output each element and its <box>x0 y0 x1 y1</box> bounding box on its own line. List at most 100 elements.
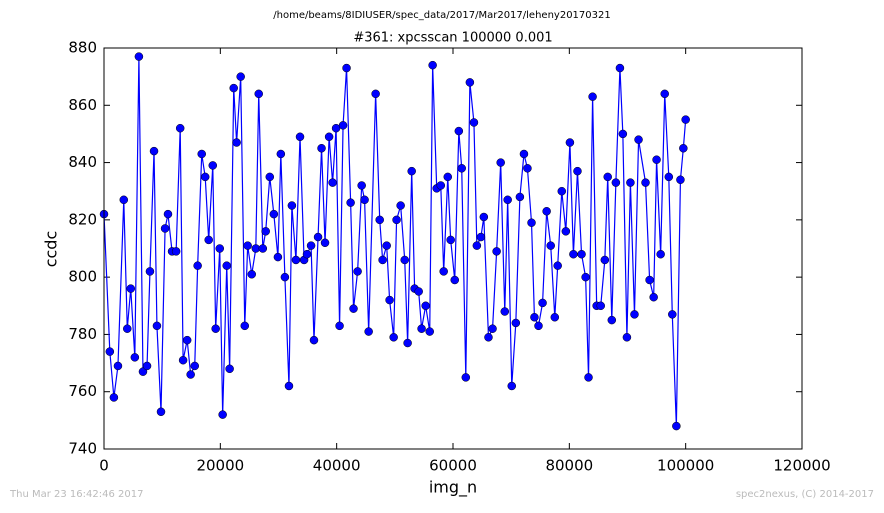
data-point <box>676 175 685 185</box>
x-tick-label: 80000 <box>545 457 593 475</box>
data-point <box>538 298 547 308</box>
data-point <box>476 232 486 242</box>
data-point <box>645 275 654 285</box>
x-tick-label: 20000 <box>196 457 244 475</box>
data-point <box>492 247 501 256</box>
data-point <box>338 121 348 130</box>
data-point <box>349 304 358 313</box>
data-point <box>276 149 286 159</box>
data-point <box>211 324 220 333</box>
data-point <box>618 129 628 139</box>
data-point <box>302 249 312 259</box>
data-point <box>335 321 344 331</box>
data-point <box>138 367 148 376</box>
data-point <box>389 333 398 342</box>
data-point <box>269 209 279 219</box>
data-point <box>446 235 455 245</box>
data-point <box>163 209 173 219</box>
footer-left: Thu Mar 23 16:42:46 2017 <box>9 489 143 500</box>
data-point <box>280 272 290 282</box>
data-point <box>215 244 225 253</box>
data-point <box>204 235 213 245</box>
data-point <box>664 172 674 182</box>
data-point <box>672 421 681 431</box>
data-point <box>534 321 543 331</box>
data-point <box>530 312 539 322</box>
x-axis-label: img_n <box>429 478 477 498</box>
data-point <box>232 138 241 147</box>
data-point <box>182 335 192 345</box>
data-point <box>469 118 479 127</box>
data-point <box>656 249 665 259</box>
data-point <box>527 218 536 227</box>
data-point <box>142 361 152 371</box>
data-point <box>414 287 423 296</box>
y-tick-label: 860 <box>68 96 97 114</box>
data-point <box>488 324 497 333</box>
data-point <box>225 364 234 374</box>
data-point <box>371 89 380 99</box>
data-point <box>479 212 489 222</box>
data-point <box>668 310 677 319</box>
data-point <box>186 370 195 379</box>
data-point <box>652 155 661 164</box>
y-tick-label: 880 <box>68 39 97 57</box>
data-point <box>342 63 351 73</box>
x-tick-label: 40000 <box>313 457 361 475</box>
data-point <box>156 407 166 417</box>
data-point <box>126 284 136 293</box>
data-point <box>328 178 337 187</box>
data-point <box>123 324 132 333</box>
data-point <box>375 215 384 225</box>
data-point <box>569 249 578 259</box>
footer-right: spec2nexus, (C) 2014-2017 <box>736 489 874 500</box>
data-point <box>450 275 459 285</box>
data-point <box>439 267 448 276</box>
data-point <box>243 241 252 250</box>
data-point <box>511 318 521 328</box>
data-point <box>105 347 115 356</box>
data-point <box>553 261 562 270</box>
y-tick-label: 840 <box>68 153 97 171</box>
data-point <box>550 312 560 322</box>
data-point <box>679 144 688 153</box>
y-tick-label: 760 <box>68 382 97 400</box>
data-point <box>557 186 567 196</box>
data-point <box>258 244 268 253</box>
data-point <box>660 89 669 99</box>
data-point <box>309 335 319 345</box>
data-point <box>208 161 218 170</box>
data-point <box>284 381 294 391</box>
data-point <box>573 166 582 176</box>
data-point <box>484 333 493 342</box>
data-point <box>500 307 510 316</box>
data-point <box>622 333 632 342</box>
data-point <box>425 327 434 336</box>
data-point <box>561 227 571 236</box>
x-tick-label: 60000 <box>429 457 477 475</box>
data-point <box>229 83 238 93</box>
data-point <box>641 178 650 187</box>
data-point <box>240 321 250 331</box>
data-point <box>360 195 369 205</box>
data-point <box>193 261 202 270</box>
data-point <box>218 410 227 419</box>
data-point <box>134 52 144 61</box>
data-point <box>306 241 316 250</box>
data-point <box>113 361 123 371</box>
data-point <box>577 249 586 259</box>
x-tick-label: 0 <box>99 457 109 475</box>
data-point <box>403 338 412 348</box>
data-point <box>515 192 525 202</box>
data-point <box>346 198 355 207</box>
data-point <box>149 146 159 156</box>
data-point <box>145 267 155 276</box>
data-point <box>400 255 409 265</box>
data-point <box>443 172 453 182</box>
data-point <box>378 255 387 265</box>
data-point <box>152 321 162 331</box>
data-point <box>503 195 512 205</box>
data-point <box>295 132 305 142</box>
data-point <box>607 315 617 325</box>
